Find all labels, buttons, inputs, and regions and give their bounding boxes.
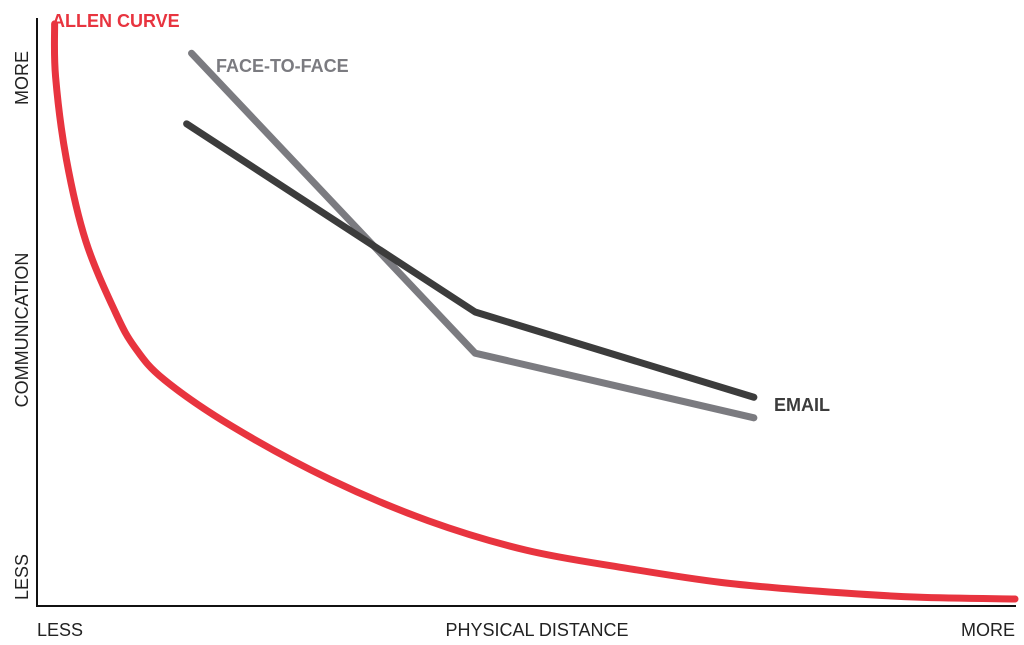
x-tick-label-less: LESS <box>37 620 83 640</box>
series-label-email: EMAIL <box>774 395 830 415</box>
series-layer <box>50 20 1019 603</box>
series-email-line <box>183 120 758 401</box>
axes <box>36 18 1016 607</box>
series-face-to-face-line <box>188 49 758 422</box>
y-tick-label-less: LESS <box>12 554 32 600</box>
y-tick-label-more: MORE <box>12 51 32 105</box>
series-labels: ALLEN CURVE FACE-TO-FACE EMAIL <box>52 11 830 415</box>
series-label-face-to-face: FACE-TO-FACE <box>216 56 349 76</box>
axis-labels: LESS PHYSICAL DISTANCE MORE MORE COMMUNI… <box>12 51 1015 640</box>
y-axis-label: COMMUNICATION <box>12 253 32 408</box>
series-label-allen-curve: ALLEN CURVE <box>52 11 180 31</box>
x-axis-label: PHYSICAL DISTANCE <box>445 620 628 640</box>
series-allen-curve-line <box>50 20 1019 603</box>
x-tick-label-more: MORE <box>961 620 1015 640</box>
